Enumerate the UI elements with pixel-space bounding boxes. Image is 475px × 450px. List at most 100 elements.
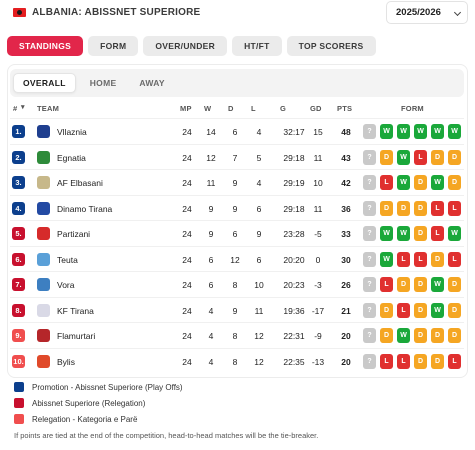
form-badge[interactable]: D xyxy=(448,149,461,165)
tab-top-scorers[interactable]: TOP SCORERS xyxy=(286,36,376,56)
team-name[interactable]: KF Tirana xyxy=(57,305,94,316)
next-match-badge[interactable]: ? xyxy=(363,175,376,190)
table-row[interactable]: 9. Flamurtari 24 4 8 12 22:31 -9 20? D W D D D xyxy=(10,322,464,348)
table-row[interactable]: 6. Teuta 24 6 12 6 20:20 0 30? W L L D L xyxy=(10,245,464,272)
col-rank[interactable]: # xyxy=(13,104,18,113)
tab-standings[interactable]: STANDINGS xyxy=(7,36,84,56)
form-badge[interactable]: D xyxy=(414,200,427,216)
form-badge[interactable]: D xyxy=(431,328,444,343)
team-name[interactable]: Dinamo Tirana xyxy=(57,203,113,214)
form-badge[interactable]: D xyxy=(397,200,410,216)
team-name[interactable]: Egnatia xyxy=(57,152,86,163)
form-badge[interactable]: D xyxy=(397,277,410,292)
form-badge[interactable]: L xyxy=(380,353,393,369)
table-row[interactable]: 7. Vora 24 6 8 10 20:23 -3 26? L D D W D xyxy=(10,271,464,297)
subtab-overall[interactable]: OVERALL xyxy=(13,73,76,93)
form-badge[interactable]: D xyxy=(380,302,393,318)
form-badge[interactable]: D xyxy=(414,302,427,318)
subtab-home[interactable]: HOME xyxy=(89,78,117,88)
team-name[interactable]: Vora xyxy=(57,280,75,290)
form-badge[interactable]: D xyxy=(448,302,461,318)
form-badge[interactable]: D xyxy=(448,277,461,292)
form-badge[interactable]: W xyxy=(431,124,444,139)
form-badge[interactable]: W xyxy=(448,124,461,139)
col-g[interactable]: G xyxy=(280,104,287,113)
form-badge[interactable]: D xyxy=(414,353,427,369)
next-match-badge[interactable]: ? xyxy=(363,251,376,267)
next-match-badge[interactable]: ? xyxy=(363,149,376,165)
form-badge[interactable]: L xyxy=(397,302,410,318)
form-badge[interactable]: D xyxy=(414,175,427,190)
team-name[interactable]: Flamurtari xyxy=(57,331,96,341)
tab-ht-ft[interactable]: HT/FT xyxy=(232,36,282,56)
table-row[interactable]: 4. Dinamo Tirana 24 9 9 6 29:18 11 36? D D D L L xyxy=(10,194,464,221)
table-row[interactable]: 10. Bylis 24 4 8 12 22:35 -13 20? L L D D L xyxy=(10,347,464,374)
col-w[interactable]: W xyxy=(204,104,212,113)
form-badge[interactable]: D xyxy=(431,149,444,165)
table-row[interactable]: 8. KF Tirana 24 4 9 11 19:36 -17 21? D L D W D xyxy=(10,296,464,323)
form-badge[interactable]: D xyxy=(414,328,427,343)
form-badge[interactable]: D xyxy=(448,328,461,343)
table-row[interactable]: 3. AF Elbasani 24 11 9 4 29:19 10 42? L W D W D xyxy=(10,169,464,195)
form-badge[interactable]: W xyxy=(380,226,393,241)
form-badge[interactable]: L xyxy=(380,277,393,292)
form-badge[interactable]: W xyxy=(431,175,444,190)
col-pts[interactable]: PTS xyxy=(337,104,353,113)
form-badge[interactable]: W xyxy=(397,328,410,343)
form-badge[interactable]: L xyxy=(380,175,393,190)
form-badge[interactable]: D xyxy=(380,328,393,343)
form-badge[interactable]: W xyxy=(380,124,393,139)
form-badge[interactable]: W xyxy=(431,302,444,318)
team-name[interactable]: Teuta xyxy=(57,254,78,265)
form-badge[interactable]: W xyxy=(397,124,410,139)
table-row[interactable]: 1. Vllaznia 24 14 6 4 32:17 15 48? W W W W W xyxy=(10,118,464,144)
league-title[interactable]: ALBANIA: ABISSNET SUPERIORE xyxy=(32,7,201,18)
form-badge[interactable]: W xyxy=(380,251,393,267)
form-badge[interactable]: W xyxy=(431,277,444,292)
season-selector[interactable]: 2025/2026 xyxy=(386,1,468,24)
team-name[interactable]: Vllaznia xyxy=(57,127,87,137)
table-row[interactable]: 2. Egnatia 24 12 7 5 29:18 11 43? D W L D D xyxy=(10,143,464,170)
form-badge[interactable]: L xyxy=(431,226,444,241)
form-badge[interactable]: W xyxy=(397,226,410,241)
form-badge[interactable]: L xyxy=(414,251,427,267)
form-badge[interactable]: L xyxy=(448,353,461,369)
form-badge[interactable]: L xyxy=(397,353,410,369)
form-badge[interactable]: D xyxy=(431,251,444,267)
next-match-badge[interactable]: ? xyxy=(363,124,376,139)
form-badge[interactable]: W xyxy=(414,124,427,139)
form-badge[interactable]: D xyxy=(414,277,427,292)
col-d[interactable]: D xyxy=(228,104,234,113)
form-badge[interactable]: D xyxy=(380,149,393,165)
next-match-badge[interactable]: ? xyxy=(363,200,376,216)
form-badge[interactable]: L xyxy=(448,200,461,216)
tab-form[interactable]: FORM xyxy=(88,36,139,56)
next-match-badge[interactable]: ? xyxy=(363,226,376,241)
form-badge[interactable]: D xyxy=(414,226,427,241)
cell-d: 9 xyxy=(232,203,238,214)
next-match-badge[interactable]: ? xyxy=(363,328,376,343)
subtab-away[interactable]: AWAY xyxy=(139,78,165,88)
form-badge[interactable]: L xyxy=(414,149,427,165)
next-match-badge[interactable]: ? xyxy=(363,302,376,318)
form-badge[interactable]: D xyxy=(431,353,444,369)
team-name[interactable]: Partizani xyxy=(57,229,91,239)
table-row[interactable]: 5. Partizani 24 9 6 9 23:28 -5 33? W W D L W xyxy=(10,220,464,246)
form-badge[interactable]: L xyxy=(448,251,461,267)
form-badge[interactable]: W xyxy=(397,175,410,190)
tab-over-under[interactable]: OVER/UNDER xyxy=(143,36,228,56)
team-name[interactable]: AF Elbasani xyxy=(57,178,103,188)
form-badge[interactable]: D xyxy=(380,200,393,216)
form-badge[interactable]: D xyxy=(448,175,461,190)
form-badge[interactable]: W xyxy=(448,226,461,241)
col-l[interactable]: L xyxy=(251,104,256,113)
col-gd[interactable]: GD xyxy=(310,104,322,113)
form-badge[interactable]: L xyxy=(431,200,444,216)
form-badge[interactable]: W xyxy=(397,149,410,165)
form-badge[interactable]: L xyxy=(397,251,410,267)
col-mp[interactable]: MP xyxy=(180,104,192,113)
team-name[interactable]: Bylis xyxy=(57,356,75,367)
col-team[interactable]: TEAM xyxy=(37,104,60,113)
next-match-badge[interactable]: ? xyxy=(363,277,376,292)
next-match-badge[interactable]: ? xyxy=(363,353,376,369)
